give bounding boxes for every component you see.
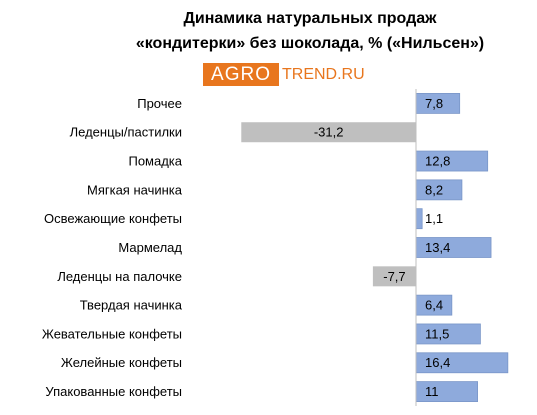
y-tick-label: Леденцы/пастилки: [70, 125, 182, 140]
y-tick-label: Леденцы на палочке: [57, 269, 182, 284]
y-tick-label: Твердая начинка: [80, 298, 183, 313]
logo-box: [203, 63, 279, 86]
y-tick-label: Освежающие конфеты: [44, 211, 182, 226]
value-label: 7,8: [425, 96, 443, 111]
value-label: 12,8: [425, 153, 450, 168]
y-tick-label: Жевательные конфеты: [42, 326, 182, 341]
value-label: 6,4: [425, 298, 443, 313]
chart-title: «кондитерки» без шоколада, % («Нильсен»): [136, 35, 484, 52]
bar: [372, 266, 416, 287]
value-label: 16,4: [425, 355, 450, 370]
value-label: -7,7: [383, 269, 405, 284]
y-tick-label: Помадка: [128, 153, 182, 168]
logo: TREND.RU: [282, 66, 365, 83]
y-tick-label: Прочее: [137, 96, 182, 111]
value-label: 8,2: [425, 182, 443, 197]
value-label: -31,2: [314, 125, 344, 140]
bar: [415, 208, 423, 230]
y-tick-label: Мармелад: [118, 240, 182, 255]
y-tick-label: Упакованные конфеты: [45, 384, 182, 399]
y-tick-label: Желейные конфеты: [61, 355, 182, 370]
value-label: 13,4: [425, 240, 450, 255]
logo: AGRO: [211, 64, 271, 85]
value-label: 11: [425, 384, 439, 399]
bar: [241, 122, 416, 143]
value-label: 1,1: [425, 211, 443, 226]
value-label: 11,5: [425, 326, 449, 341]
chart-title: Динамика натуральных продаж: [183, 10, 437, 27]
y-tick-label: Мягкая начинка: [87, 182, 183, 197]
